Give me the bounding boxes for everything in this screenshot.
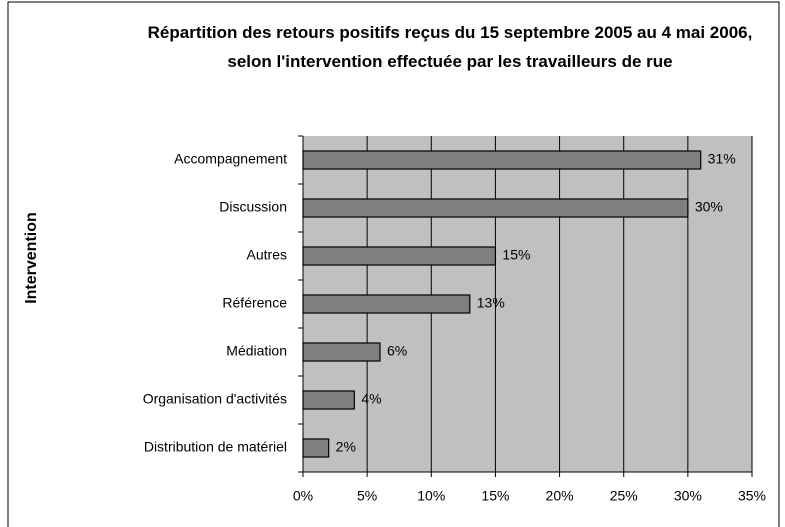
y-tick-label: Référence xyxy=(222,295,287,311)
x-tick-label: 10% xyxy=(417,488,445,504)
bar xyxy=(302,342,381,362)
data-label: 4% xyxy=(361,391,381,407)
y-tick-label: Médiation xyxy=(226,343,287,359)
chart-title: Répartition des retours positifs reçus d… xyxy=(147,23,753,71)
y-tick-label: Accompagnement xyxy=(174,151,287,167)
x-tick-label: 30% xyxy=(674,488,702,504)
bar xyxy=(302,246,497,266)
x-tick-label: 35% xyxy=(738,488,766,504)
y-tick-label: Distribution de matériel xyxy=(144,439,287,455)
bar xyxy=(302,198,689,218)
x-tick-label: 0% xyxy=(293,488,313,504)
data-label: 6% xyxy=(387,343,407,359)
bar xyxy=(302,294,471,314)
bar xyxy=(302,390,355,410)
x-tick-label: 20% xyxy=(546,488,574,504)
x-tick-label: 25% xyxy=(610,488,638,504)
data-label: 2% xyxy=(336,439,356,455)
y-tick-label: Discussion xyxy=(219,199,287,215)
y-axis-label: Intervention xyxy=(23,212,40,304)
data-label: 13% xyxy=(477,295,505,311)
x-tick-label: 15% xyxy=(481,488,509,504)
y-tick-label: Autres xyxy=(247,247,287,263)
y-tick-label: Organisation d'activités xyxy=(143,391,287,407)
bar xyxy=(302,150,702,170)
data-label: 31% xyxy=(708,151,736,167)
x-tick-label: 5% xyxy=(357,488,377,504)
bar xyxy=(302,438,330,458)
data-label: 15% xyxy=(502,247,530,263)
data-label: 30% xyxy=(695,199,723,215)
